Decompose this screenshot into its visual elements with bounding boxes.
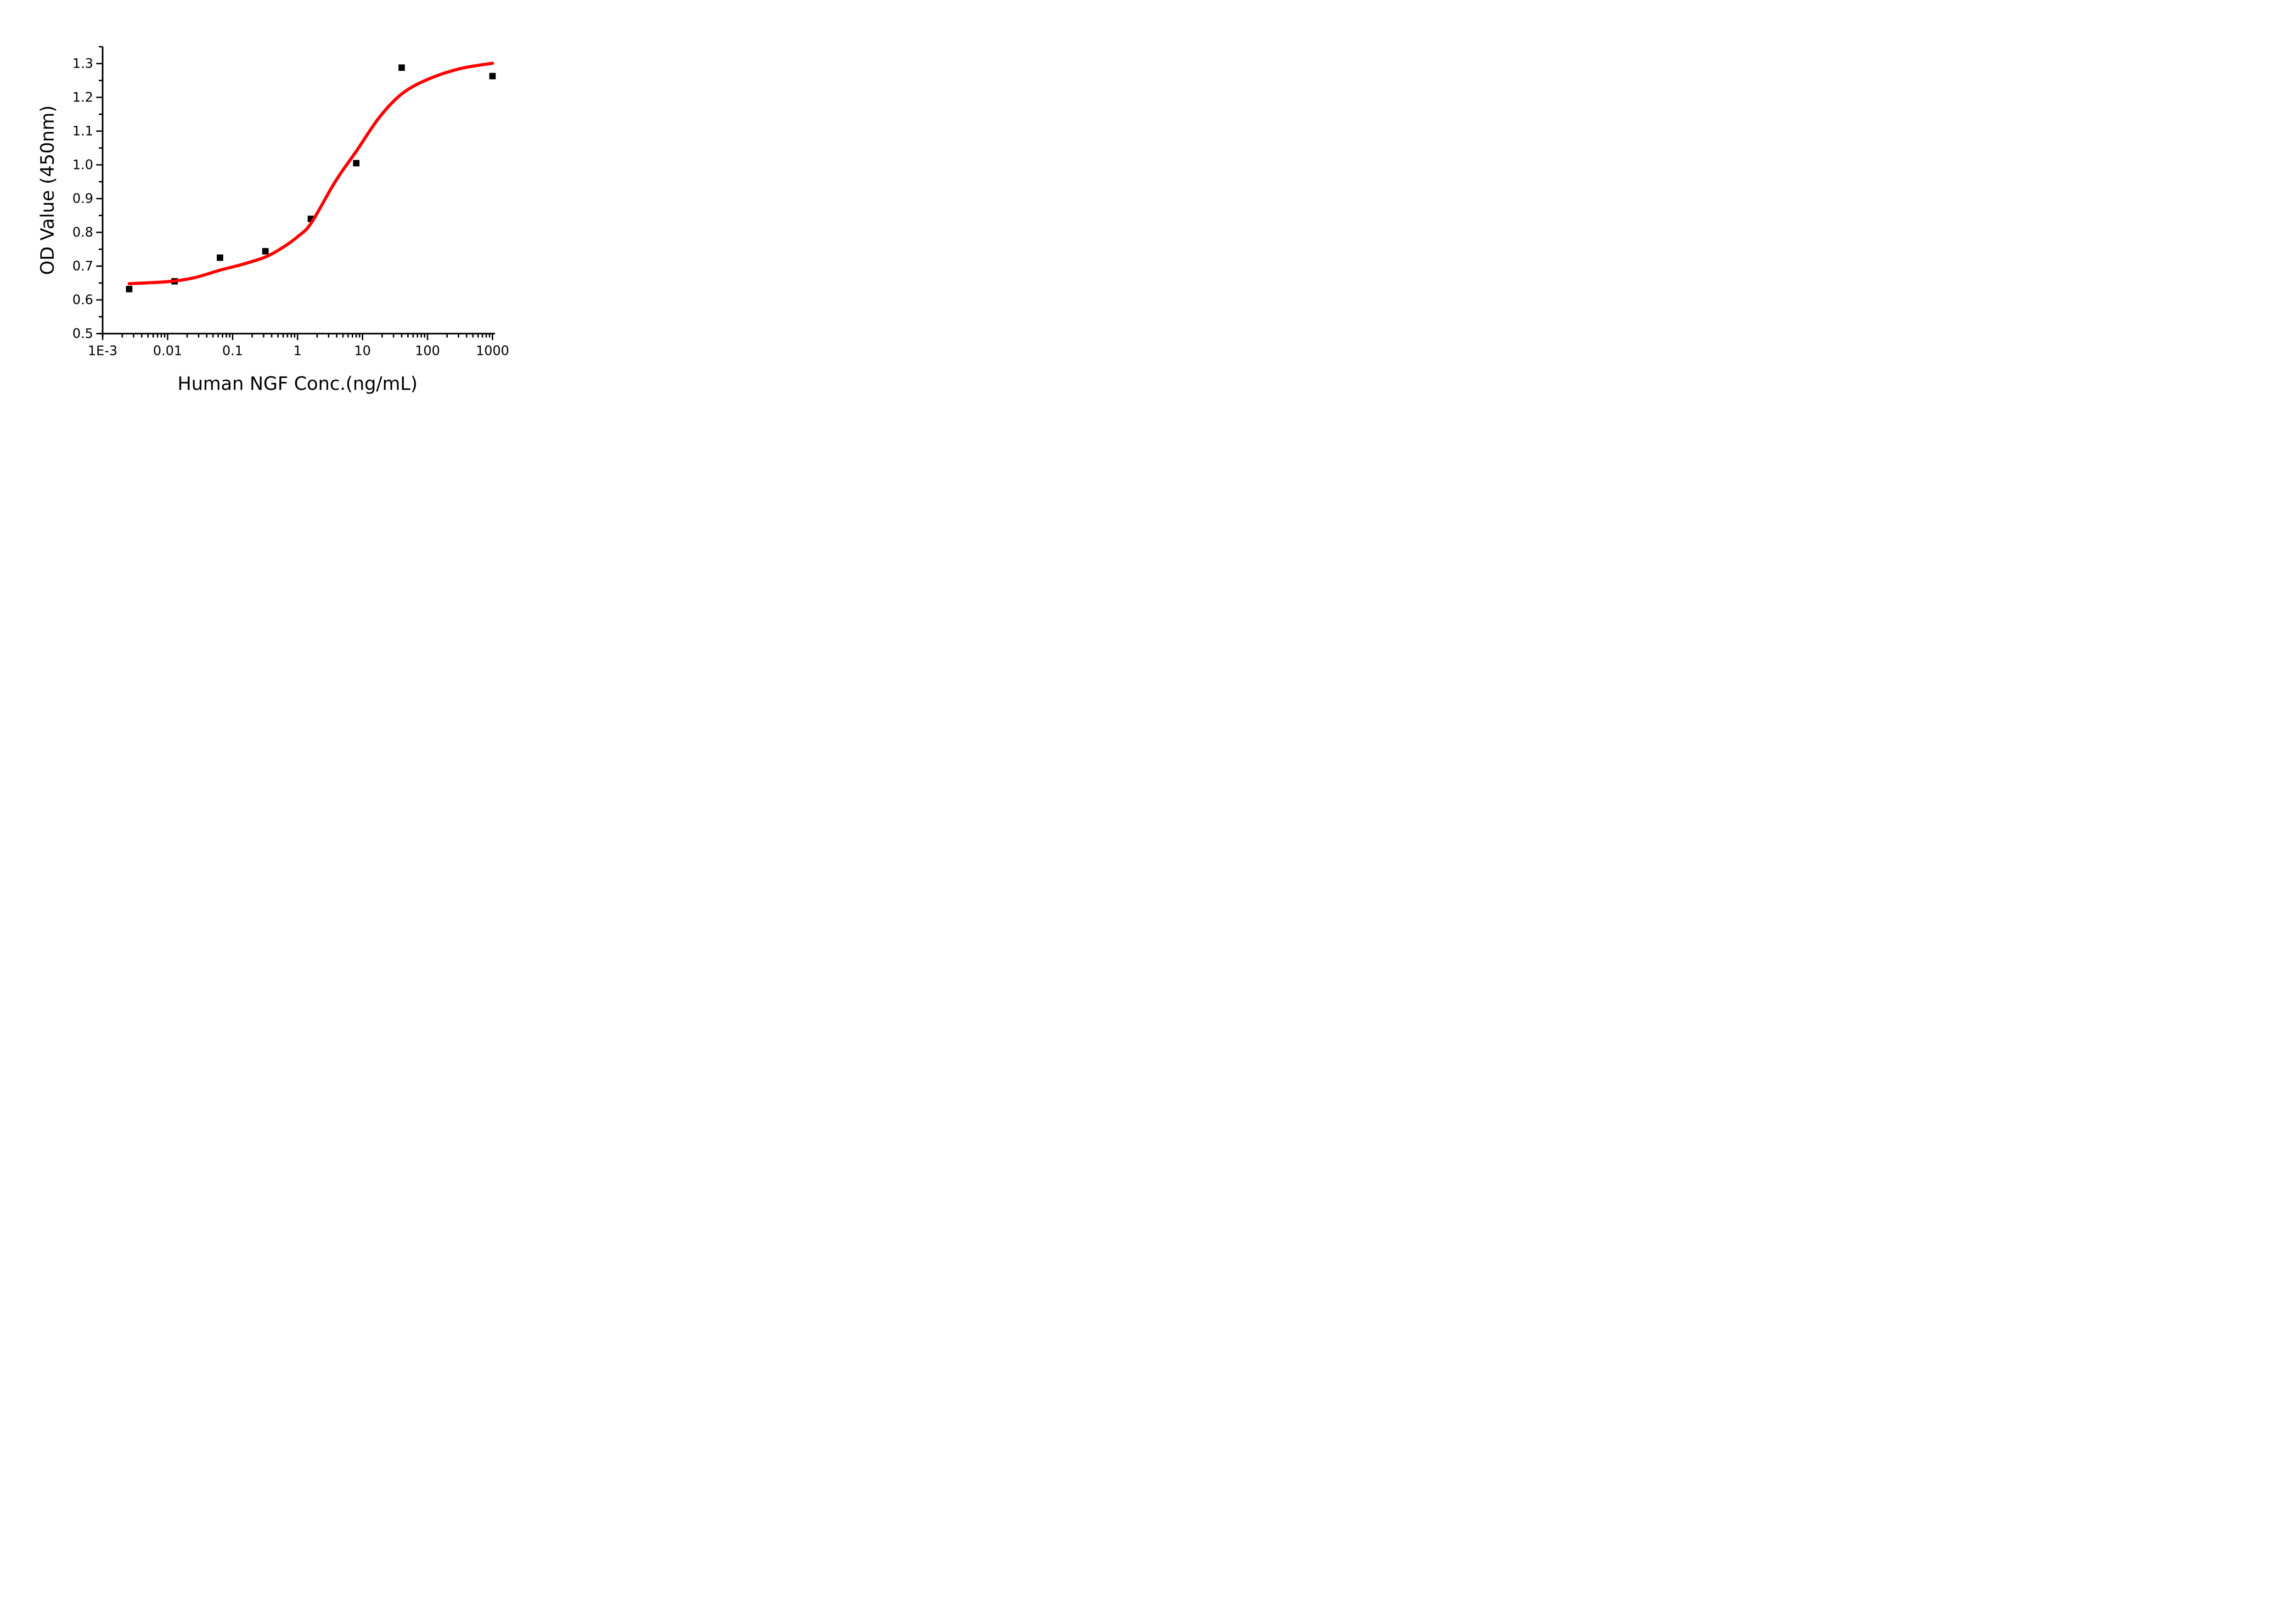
x-tick-label: 0.1 — [222, 344, 243, 359]
x-tick-label: 10 — [354, 344, 371, 359]
y-tick-label: 0.8 — [73, 225, 93, 240]
fitted-curve-line — [127, 62, 494, 286]
y-axis-title: OD Value (450nm) — [37, 105, 58, 275]
y-tick-label: 0.5 — [73, 326, 93, 341]
data-point-marker — [353, 160, 360, 167]
y-tick-label: 1.2 — [73, 90, 93, 105]
y-tick-label: 0.7 — [73, 259, 93, 274]
data-point-marker — [262, 248, 269, 255]
x-tick-label: 1 — [293, 344, 302, 359]
y-tick-label: 1.1 — [73, 124, 93, 139]
y-tick-label: 0.6 — [73, 293, 93, 308]
data-point-marker — [126, 286, 133, 293]
plot-area: 1E-3 0.01 0.1 1 10 100 1000 0.5 0.6 0.7 0.8 0.9 1.0 1… — [73, 46, 509, 359]
data-point-marker — [398, 64, 405, 71]
y-tick-label: 0.9 — [73, 191, 93, 206]
x-tick-label: 0.01 — [153, 344, 182, 359]
chart-figure: 1E-3 0.01 0.1 1 10 100 1000 0.5 0.6 0.7 0.8 0.9 1.0 1… — [0, 0, 574, 401]
x-tick-label: 100 — [415, 344, 440, 359]
data-point-marker — [489, 73, 496, 79]
data-point-marker — [217, 254, 224, 261]
x-tick-label: 1000 — [476, 344, 509, 359]
y-tick-label: 1.3 — [73, 56, 93, 71]
x-tick-label: 1E-3 — [88, 344, 118, 359]
x-axis-title: Human NGF Conc.(ng/mL) — [177, 373, 418, 394]
y-tick-label: 1.0 — [73, 158, 93, 173]
